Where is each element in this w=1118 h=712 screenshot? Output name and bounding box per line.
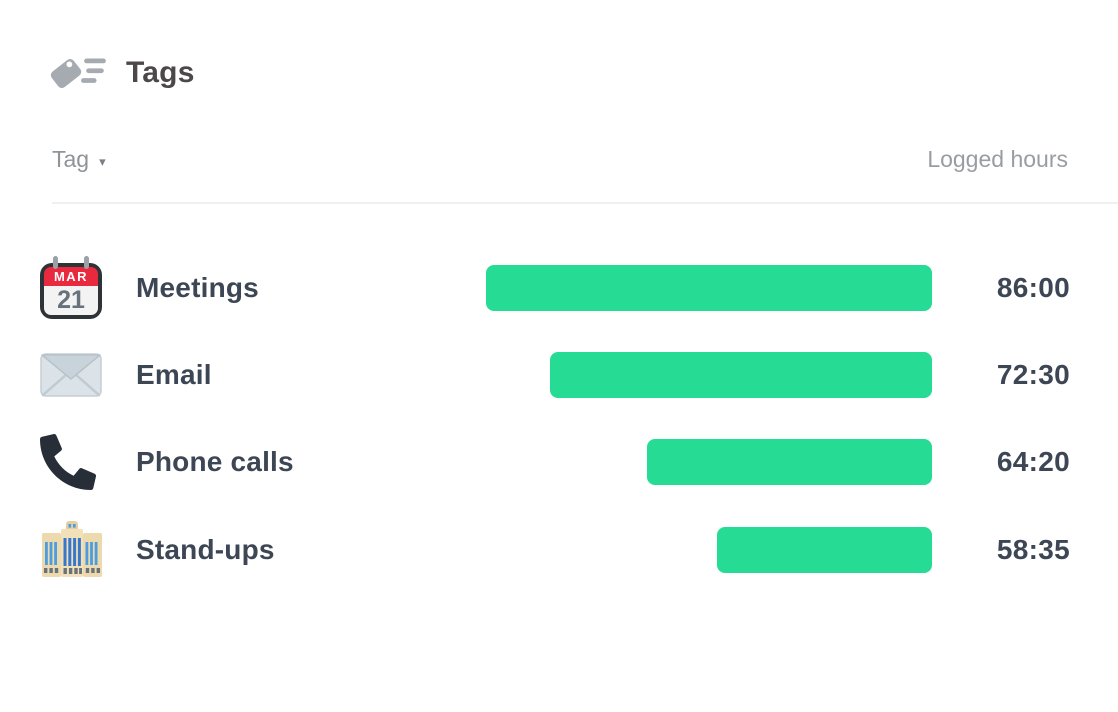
table-column-header: Tag ▾ Logged hours: [52, 146, 1068, 173]
logged-hours-value: 64:20: [996, 446, 1070, 478]
tag-icon: [50, 58, 106, 88]
envelope-icon: [40, 353, 102, 397]
tag-label: Meetings: [136, 271, 259, 303]
table-row: Email 72:30: [0, 331, 1118, 418]
logged-hours-bar: [486, 264, 932, 311]
widget-header: Tags: [50, 50, 195, 96]
sort-caret-icon: ▾: [99, 153, 106, 169]
tag-label: Phone calls: [136, 446, 294, 478]
logged-hours-value: 58:35: [996, 533, 1070, 565]
table-row: MAR 21 Meetings 86:00: [0, 244, 1118, 331]
table-row: Stand-ups 58:35: [0, 506, 1118, 593]
logged-hours-bar: [647, 439, 932, 486]
header-divider: [52, 202, 1118, 204]
phone-icon: [40, 434, 96, 491]
building-icon: [42, 520, 102, 577]
tag-column-header[interactable]: Tag ▾: [52, 146, 106, 173]
logged-hours-column-header[interactable]: Logged hours: [927, 146, 1068, 172]
logged-hours-value: 86:00: [996, 271, 1070, 303]
tag-label: Stand-ups: [136, 533, 275, 565]
logged-hours-value: 72:30: [996, 359, 1070, 391]
calendar-day: 21: [44, 285, 98, 315]
tag-column-label: Tag: [52, 146, 90, 172]
calendar-icon: MAR 21: [40, 255, 102, 320]
table-row: Phone calls 64:20: [0, 419, 1118, 506]
logged-hours-bar: [549, 352, 932, 399]
logged-hours-bar: [717, 526, 932, 573]
tag-label: Email: [136, 359, 212, 391]
tags-table: MAR 21 Meetings 86:00 Email: [0, 244, 1118, 594]
calendar-month: MAR: [44, 266, 98, 286]
page-title: Tags: [126, 56, 195, 89]
